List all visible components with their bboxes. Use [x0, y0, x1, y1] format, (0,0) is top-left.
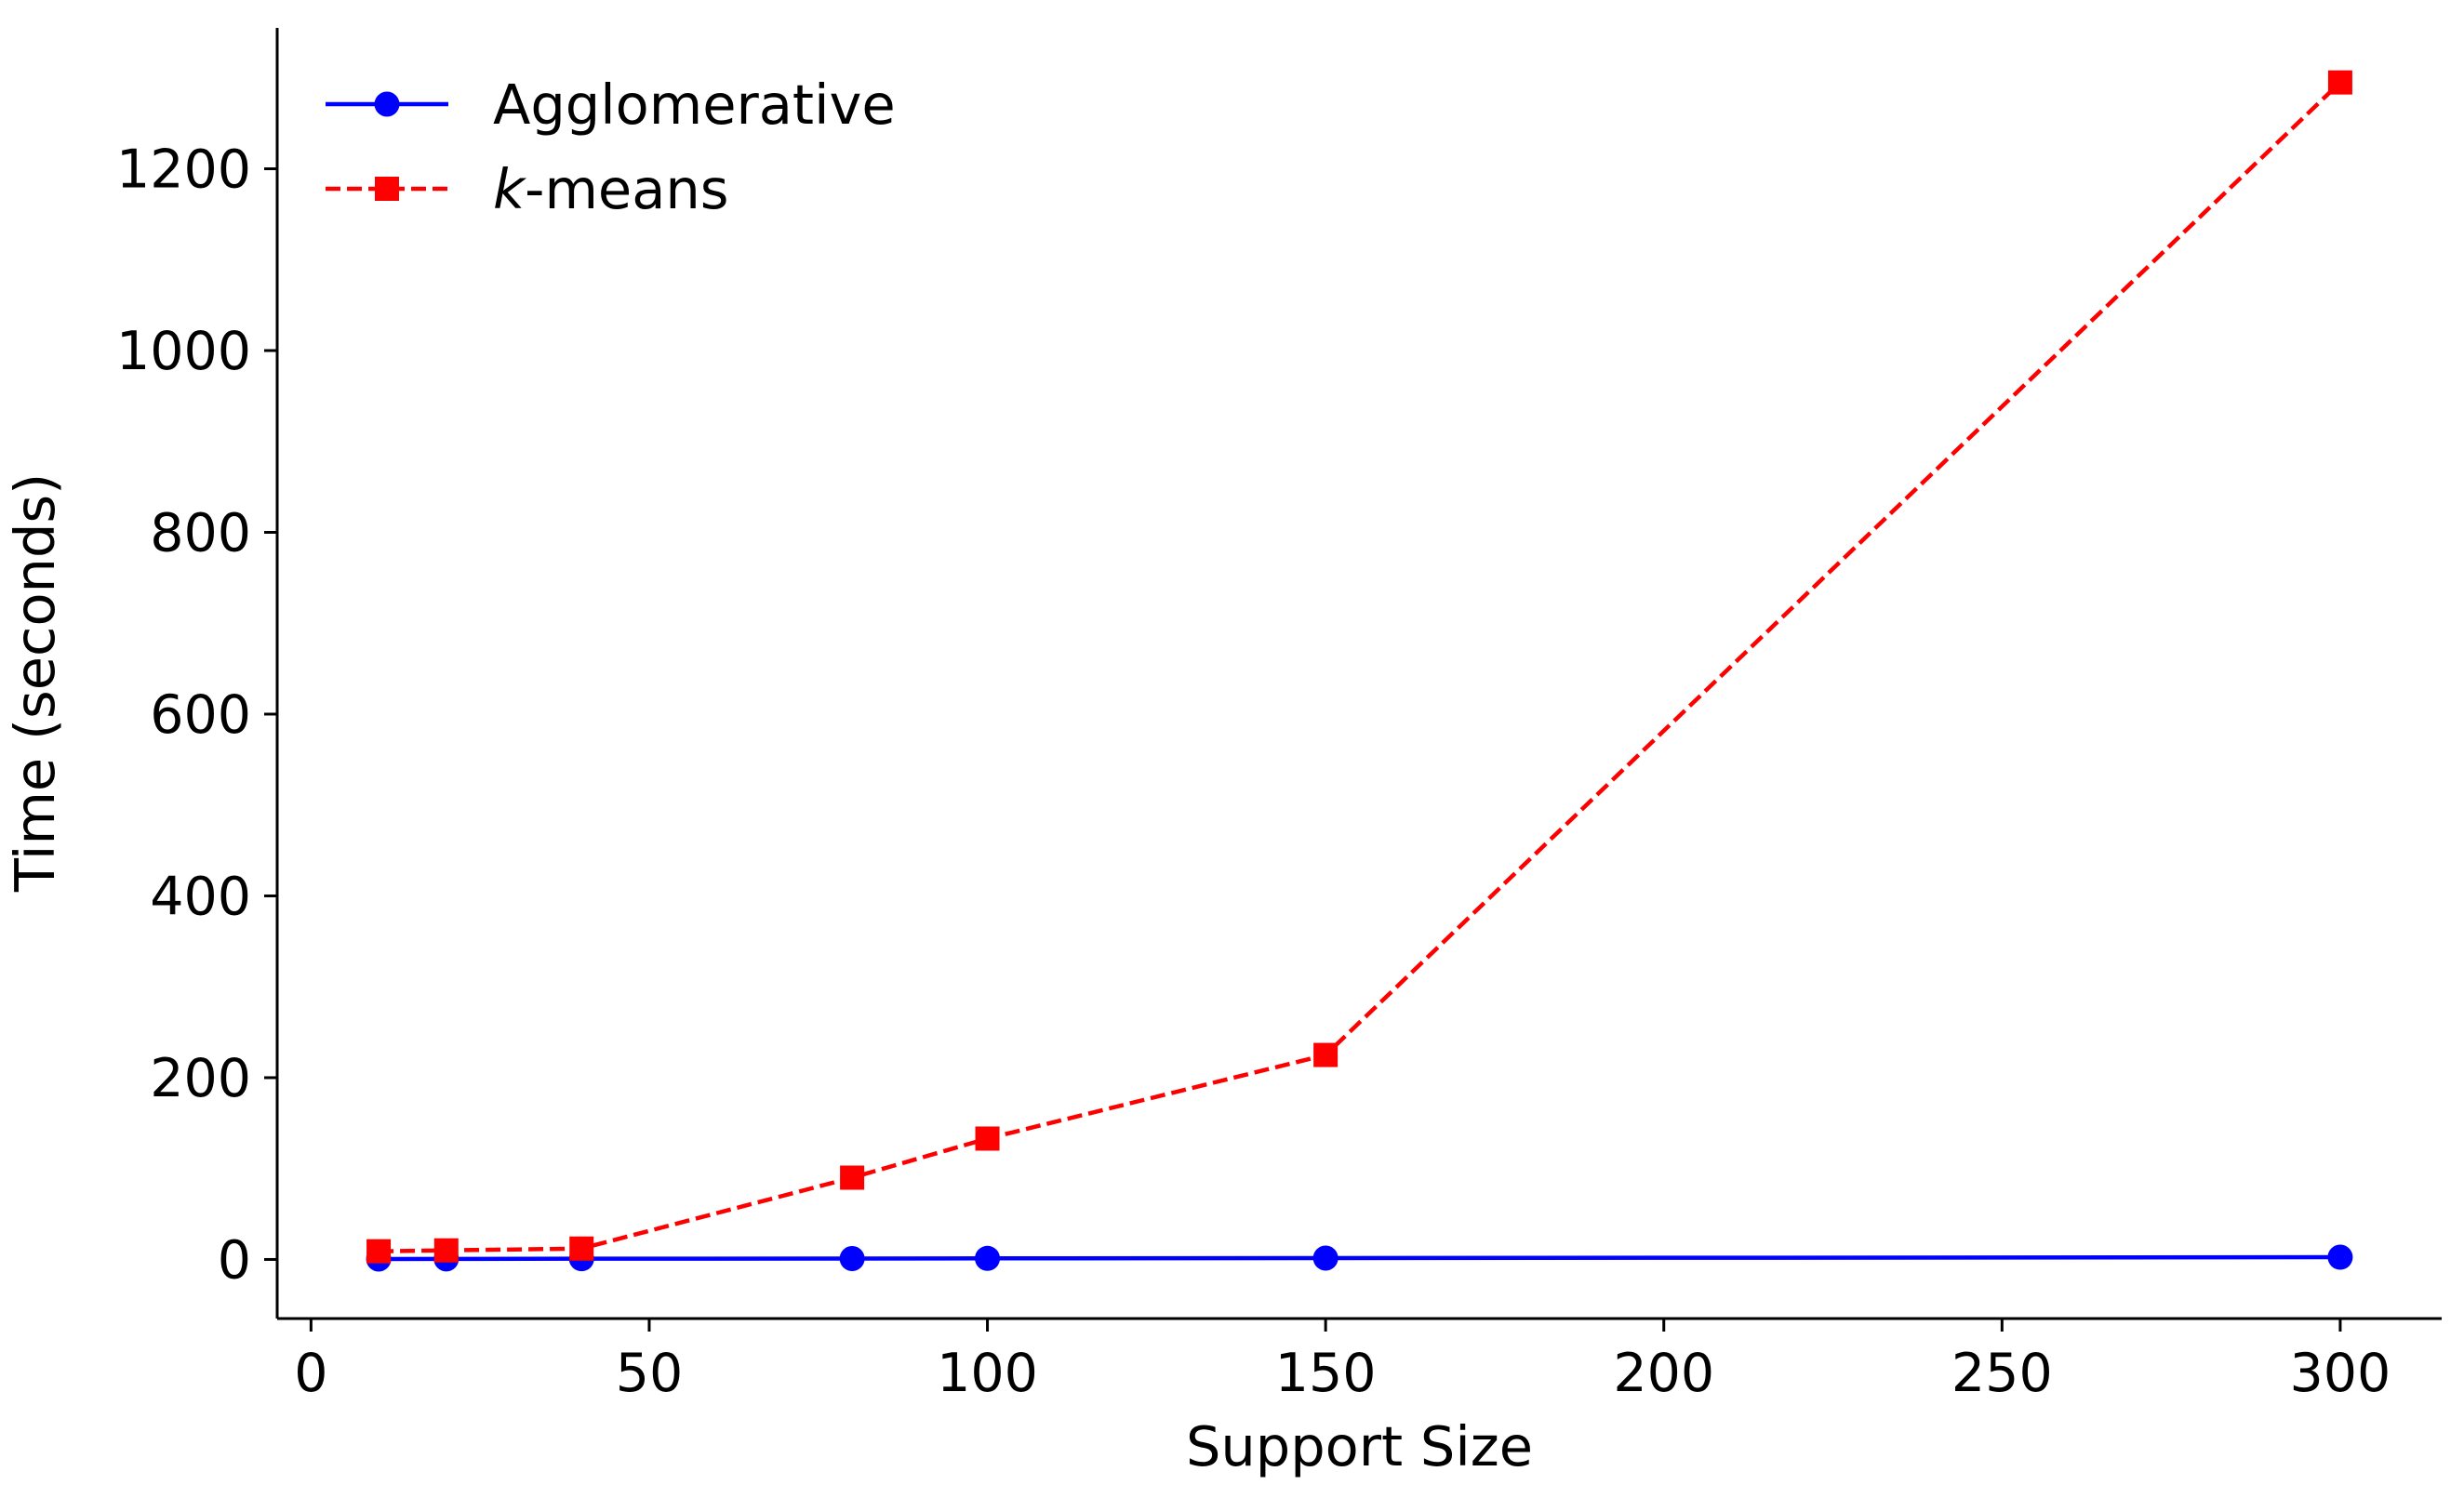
data-point — [2327, 70, 2352, 95]
chart-axes: 0 50 100 150 200 250 300 0 200 400 600 800 1000 1200 S… — [3, 28, 2442, 1478]
x-tick-label: 100 — [937, 1343, 1038, 1404]
legend-label-suffix: -means — [525, 157, 728, 221]
data-point — [433, 1238, 459, 1263]
data-point — [569, 1236, 594, 1261]
data-point — [2327, 1244, 2353, 1270]
chart-series — [366, 70, 2353, 1272]
y-tick-label: 200 — [150, 1048, 251, 1109]
y-tick-label: 1000 — [116, 321, 251, 382]
y-tick-label: 0 — [218, 1229, 251, 1291]
data-point — [975, 1126, 1000, 1151]
data-point — [840, 1165, 865, 1190]
chart-legend: Agglomerative k-means — [326, 73, 896, 221]
series-line — [379, 1254, 2340, 1262]
legend-label-italic: k — [493, 157, 527, 221]
y-tick-label: 400 — [150, 866, 251, 927]
x-axis-label: Support Size — [1186, 1414, 1533, 1478]
data-point — [839, 1245, 865, 1271]
x-tick-label: 200 — [1613, 1343, 1714, 1404]
x-tick-label: 300 — [2290, 1343, 2391, 1404]
data-point — [1312, 1245, 1339, 1271]
x-tick-label: 50 — [616, 1343, 684, 1404]
data-point — [366, 1239, 392, 1264]
y-tick-label: 1200 — [116, 139, 251, 201]
legend-entry: k-means — [326, 157, 729, 221]
series-line — [379, 81, 2342, 1253]
y-tick-label: 800 — [150, 502, 251, 563]
y-axis-label: Time (seconds) — [3, 473, 67, 893]
legend-marker — [375, 177, 399, 201]
x-tick-label: 150 — [1275, 1343, 1377, 1404]
series-agglomerative — [366, 1244, 2353, 1272]
x-tick-label: 0 — [294, 1343, 327, 1404]
series-kmeans — [366, 70, 2352, 1264]
y-tick-label: 600 — [150, 684, 251, 746]
legend-label: k-means — [493, 157, 729, 221]
data-point — [975, 1245, 1001, 1271]
legend-entry: Agglomerative — [326, 73, 896, 137]
legend-marker — [374, 91, 400, 117]
x-tick-label: 250 — [1951, 1343, 2053, 1404]
legend-label: Agglomerative — [493, 73, 896, 137]
data-point — [1313, 1042, 1339, 1067]
